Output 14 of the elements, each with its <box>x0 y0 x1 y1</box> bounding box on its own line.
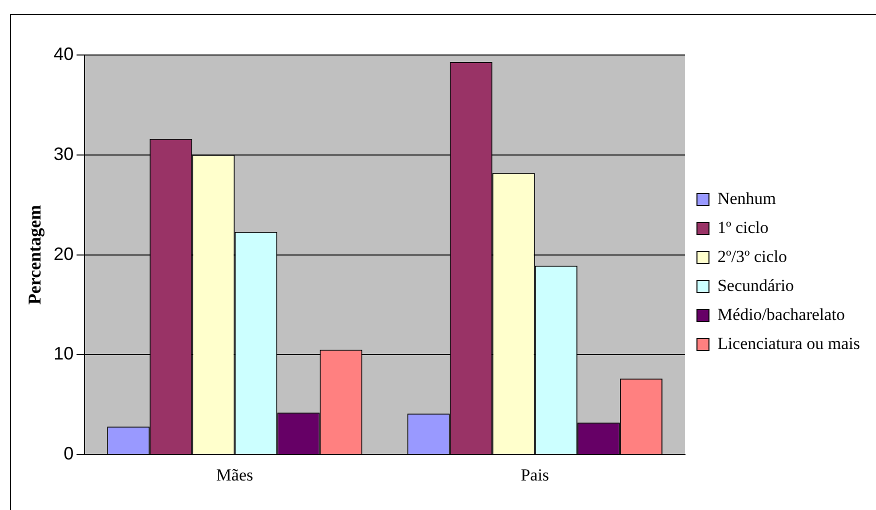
legend-label: Licenciatura ou mais <box>717 334 860 353</box>
y-tick-label: 20 <box>54 244 74 264</box>
x-tick-label: Pais <box>520 465 550 484</box>
legend-label: Nenhum <box>717 188 776 208</box>
legend-label: 1º ciclo <box>717 218 769 237</box>
y-tick-label: 40 <box>54 44 74 64</box>
legend-label: 2º/3º ciclo <box>717 246 788 266</box>
y-tick-label: 30 <box>54 144 74 164</box>
x-tick-label: Mães <box>216 465 254 484</box>
y-axis-title: Percentagem <box>24 204 44 305</box>
y-tick-label: 0 <box>64 444 74 464</box>
y-tick-label: 10 <box>54 344 74 364</box>
legend-label: Secundário <box>717 276 794 295</box>
legend-label: Médio/bacharelato <box>717 304 845 324</box>
